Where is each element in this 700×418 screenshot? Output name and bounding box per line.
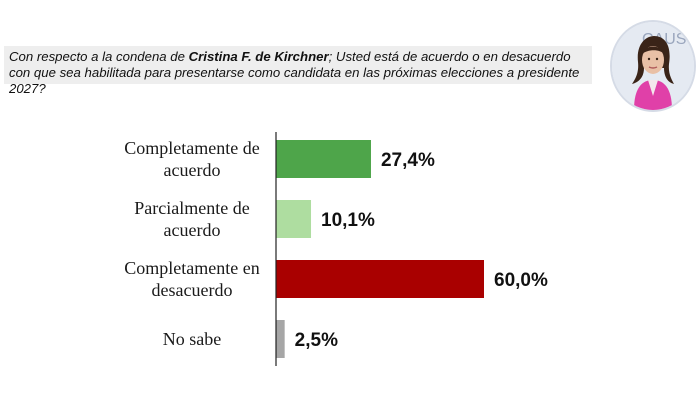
category-label: Completamente de acuerdo [124, 138, 259, 180]
category-label-line: Parcialmente de [134, 198, 249, 218]
bar [276, 140, 371, 178]
bar [276, 200, 312, 238]
category-label-line: Completamente en [124, 258, 259, 278]
value-label: 2,5% [295, 330, 338, 351]
value-label: 10,1% [321, 210, 375, 231]
value-label: 60,0% [494, 270, 548, 291]
portrait-illustration: CAUS [612, 22, 694, 110]
bar [276, 260, 484, 298]
category-label-line: desacuerdo [152, 280, 233, 300]
bar [276, 320, 285, 358]
category-label-line: acuerdo [164, 160, 221, 180]
category-label: No sabe [163, 329, 221, 349]
category-label-line: acuerdo [164, 220, 221, 240]
question-text-start: Con respecto a la condena de [9, 49, 189, 64]
question-highlighted-name: Cristina F. de Kirchner [188, 49, 329, 64]
survey-question: Con respecto a la condena de Cristina F.… [9, 49, 589, 97]
question-background [4, 46, 592, 84]
category-label-line: Completamente de [124, 138, 259, 158]
value-label: 27,4% [381, 150, 435, 171]
question-text-end: ; Usted está de acuerdo o en desacuerdo … [9, 49, 580, 96]
category-label: Completamente en desacuerdo [124, 258, 259, 300]
bar-chart: 27,4%Completamente de acuerdo10,1%Parcial… [124, 132, 548, 366]
person-photo-icon: CAUS [610, 20, 696, 112]
category-label-line: No sabe [163, 329, 221, 349]
category-label: Parcialmente de acuerdo [134, 198, 249, 240]
